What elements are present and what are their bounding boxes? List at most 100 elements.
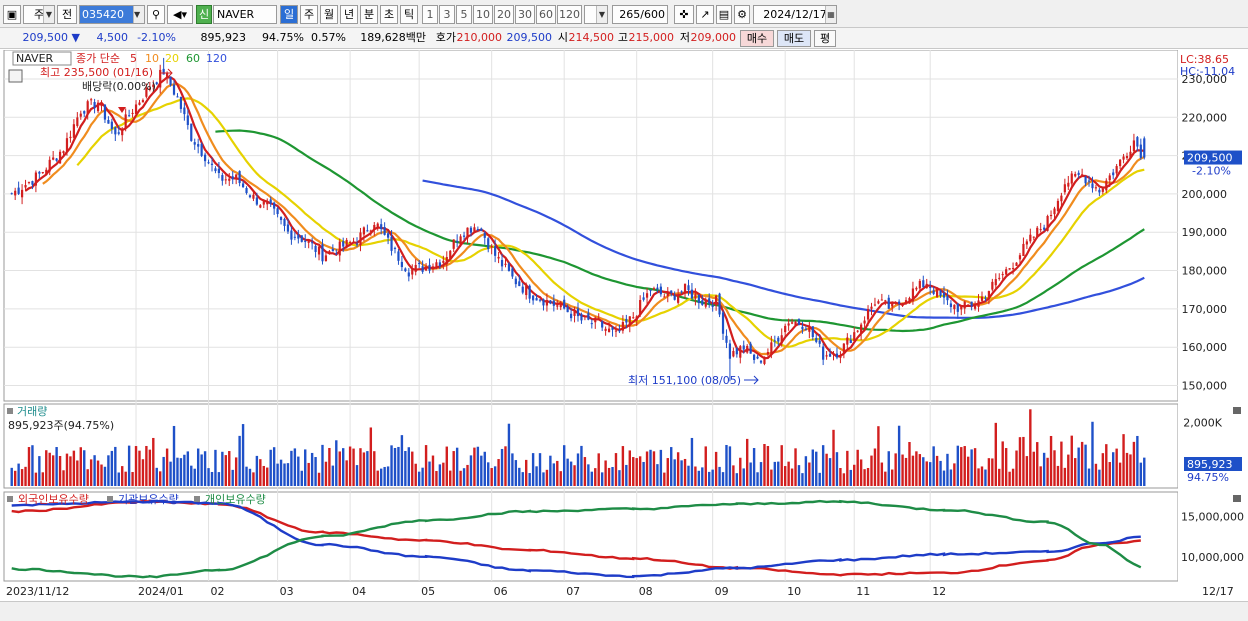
- calculator-icon[interactable]: [8, 69, 23, 83]
- candle-body: [241, 183, 245, 188]
- volume-bar: [739, 457, 742, 486]
- candle-body: [718, 293, 721, 315]
- candle: [1053, 206, 1056, 220]
- gear-icon[interactable]: ⚙: [734, 5, 750, 24]
- indicator-icon[interactable]: ↗: [696, 5, 714, 24]
- volume-bar: [801, 473, 804, 486]
- volume-bar: [203, 451, 207, 486]
- evaluate-button[interactable]: 평: [814, 30, 836, 47]
- interval-10-button[interactable]: 10: [473, 5, 493, 24]
- price-change-pct: -2.10%: [137, 31, 176, 44]
- interval-custom-select[interactable]: ▼: [584, 5, 608, 24]
- candle: [649, 289, 652, 297]
- candle: [1084, 175, 1087, 187]
- volume-bar: [891, 469, 894, 486]
- candle-body: [614, 330, 618, 332]
- interval-30-button[interactable]: 30: [515, 5, 535, 24]
- candle-body: [335, 253, 338, 255]
- panel-close-icon[interactable]: [1233, 407, 1241, 414]
- candle-body: [528, 285, 531, 299]
- volume-bar: [663, 472, 666, 486]
- period-second-tab[interactable]: 초: [380, 5, 398, 24]
- candle: [1125, 152, 1129, 161]
- panel-close-icon[interactable]: [1233, 495, 1241, 502]
- speaker-icon[interactable]: ◀▾: [167, 5, 193, 24]
- volume-bar: [58, 455, 62, 486]
- stock-name-field[interactable]: NAVER: [213, 5, 277, 24]
- data-count-field[interactable]: 265/600: [612, 5, 668, 24]
- volume-bar: [780, 445, 783, 486]
- candle-body: [873, 304, 877, 306]
- save-icon[interactable]: ▤: [716, 5, 732, 24]
- date-picker[interactable]: 2024/12/17 ▦: [753, 5, 837, 24]
- candle: [822, 343, 825, 366]
- volume-bar: [621, 446, 625, 486]
- volume-bar: [562, 445, 566, 486]
- period-tick-tab[interactable]: 틱: [400, 5, 418, 24]
- candle: [307, 240, 310, 249]
- stock-chart[interactable]: 230,000220,000210,000200,000190,000180,0…: [0, 50, 1248, 601]
- panel-toggle-icon[interactable]: [7, 408, 13, 414]
- candle: [953, 304, 956, 315]
- volume-bar: [960, 447, 963, 486]
- candle: [138, 99, 141, 106]
- volume-bar: [942, 470, 946, 486]
- legend-name-box[interactable]: [12, 51, 72, 66]
- candle: [514, 276, 517, 288]
- stock-code-input[interactable]: 035420 ▼: [79, 5, 145, 24]
- buy-button[interactable]: 매수: [740, 30, 774, 47]
- candle: [449, 249, 452, 260]
- volume-bar: [117, 472, 120, 486]
- volume-bar: [134, 446, 138, 486]
- series-toggle-icon[interactable]: [7, 496, 13, 502]
- volume-bar: [286, 463, 290, 486]
- period-day-tab[interactable]: 일: [280, 5, 298, 24]
- candle: [373, 222, 376, 236]
- candle: [635, 315, 638, 326]
- candle: [911, 281, 915, 305]
- candle-body: [207, 162, 210, 164]
- period-minute-tab[interactable]: 분: [360, 5, 378, 24]
- volume-bar: [756, 472, 759, 486]
- interval-120-button[interactable]: 120: [557, 5, 582, 24]
- interval-20-button[interactable]: 20: [494, 5, 514, 24]
- market-type-select[interactable]: 주 ▼: [23, 5, 55, 24]
- candle: [380, 218, 383, 235]
- candle: [235, 174, 238, 185]
- chevron-down-icon: ▼: [43, 6, 54, 23]
- volume-bar: [79, 447, 82, 486]
- series-toggle-icon[interactable]: [107, 496, 113, 502]
- period-month-tab[interactable]: 월: [320, 5, 338, 24]
- candle-body: [580, 314, 583, 321]
- interval-5-button[interactable]: 5: [456, 5, 472, 24]
- candle-body: [1143, 138, 1146, 158]
- candle-body: [511, 268, 514, 277]
- period-year-tab[interactable]: 년: [340, 5, 358, 24]
- sell-button[interactable]: 매도: [777, 30, 811, 47]
- window-menu-icon[interactable]: ▣: [3, 5, 21, 24]
- candle: [473, 223, 476, 234]
- crosshair-icon[interactable]: ✜: [674, 5, 694, 24]
- candle-body: [532, 295, 535, 301]
- interval-1-button[interactable]: 1: [422, 5, 438, 24]
- search-icon[interactable]: ⚲: [147, 5, 165, 24]
- volume-bar: [369, 427, 373, 486]
- volume-bar: [317, 472, 321, 486]
- volume-bar: [245, 466, 248, 486]
- volume-bar: [676, 452, 680, 486]
- interval-60-button[interactable]: 60: [536, 5, 556, 24]
- volume-bar: [897, 425, 901, 486]
- volume-bar: [400, 435, 404, 486]
- volume-bar: [1143, 457, 1146, 486]
- volume-bar: [832, 429, 835, 486]
- volume-bar: [811, 449, 814, 486]
- all-button[interactable]: 전: [57, 5, 77, 24]
- candle-body: [635, 316, 638, 321]
- period-week-tab[interactable]: 주: [300, 5, 318, 24]
- series-toggle-icon[interactable]: [194, 496, 200, 502]
- volume-bar: [307, 462, 310, 486]
- candle: [297, 229, 300, 244]
- candle: [300, 235, 303, 243]
- interval-3-button[interactable]: 3: [439, 5, 455, 24]
